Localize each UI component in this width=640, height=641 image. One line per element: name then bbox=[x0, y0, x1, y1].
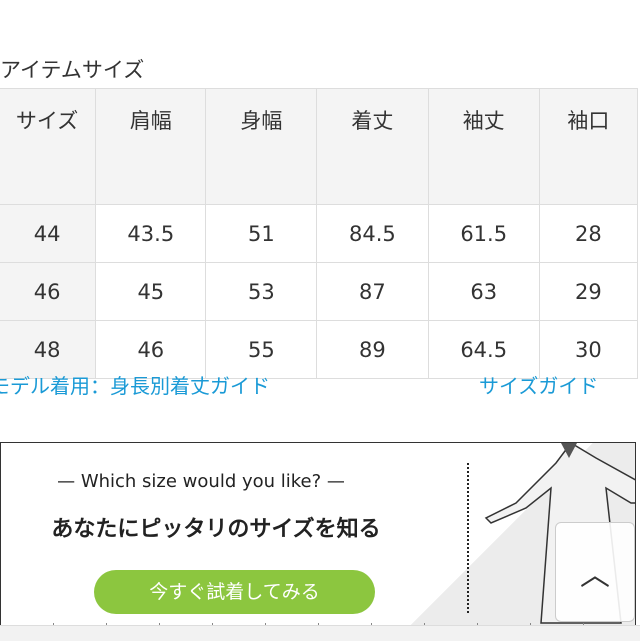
table-row: 48 46 55 89 64.5 30 bbox=[0, 320, 639, 379]
header-cell: 肩幅 bbox=[95, 88, 207, 205]
header-cell: 袖丈 bbox=[427, 88, 540, 205]
table-row: 44 43.5 51 84.5 61.5 28 bbox=[0, 204, 639, 263]
table-cell: 51 bbox=[205, 204, 318, 263]
bottom-bar bbox=[0, 625, 640, 641]
banner-question: — Which size would you like? — bbox=[57, 471, 345, 492]
table-cell: 61.5 bbox=[427, 204, 540, 263]
table-cell: 84.5 bbox=[316, 204, 429, 263]
table-cell: 29 bbox=[538, 262, 639, 321]
table-cell: 43.5 bbox=[95, 204, 207, 263]
table-cell: 46 bbox=[0, 262, 97, 321]
table-cell: 63 bbox=[427, 262, 540, 321]
table-cell: 44 bbox=[0, 204, 97, 263]
chevron-up-icon: ︿ bbox=[580, 558, 610, 593]
virtual-fitting-banner[interactable]: — Which size would you like? — あなたにピッタリの… bbox=[0, 442, 636, 633]
table-cell: 30 bbox=[538, 320, 639, 379]
header-cell: 袖口 bbox=[538, 88, 639, 205]
size-guide-link[interactable]: サイズガイド bbox=[479, 374, 599, 398]
table-cell: 45 bbox=[95, 262, 207, 321]
table-cell: 46 bbox=[95, 320, 207, 379]
length-arrow-icon bbox=[467, 463, 469, 613]
section-title: アイテムサイズ bbox=[0, 58, 145, 82]
table-cell: 53 bbox=[205, 262, 318, 321]
table-cell: 48 bbox=[0, 320, 97, 379]
banner-headline: あなたにピッタリのサイズを知る bbox=[51, 517, 381, 542]
table-cell: 64.5 bbox=[427, 320, 540, 379]
try-on-button[interactable]: 今すぐ試着してみる bbox=[94, 570, 375, 614]
size-table: サイズ 肩幅 身幅 着丈 袖丈 袖口 44 43.5 51 84.5 61.5 … bbox=[0, 88, 639, 379]
table-cell: 55 bbox=[205, 320, 318, 379]
header-cell: 身幅 bbox=[205, 88, 318, 205]
table-header-row: サイズ 肩幅 身幅 着丈 袖丈 袖口 bbox=[0, 88, 639, 205]
model-length-guide-link[interactable]: モデル着用：身長別着丈ガイド bbox=[0, 374, 270, 398]
table-cell: 87 bbox=[316, 262, 429, 321]
table-cell: 89 bbox=[316, 320, 429, 379]
table-cell: 28 bbox=[538, 204, 639, 263]
header-cell: サイズ bbox=[0, 88, 97, 205]
header-cell: 着丈 bbox=[316, 88, 429, 205]
table-row: 46 45 53 87 63 29 bbox=[0, 262, 639, 321]
scroll-top-button[interactable]: ︿ bbox=[555, 522, 635, 622]
